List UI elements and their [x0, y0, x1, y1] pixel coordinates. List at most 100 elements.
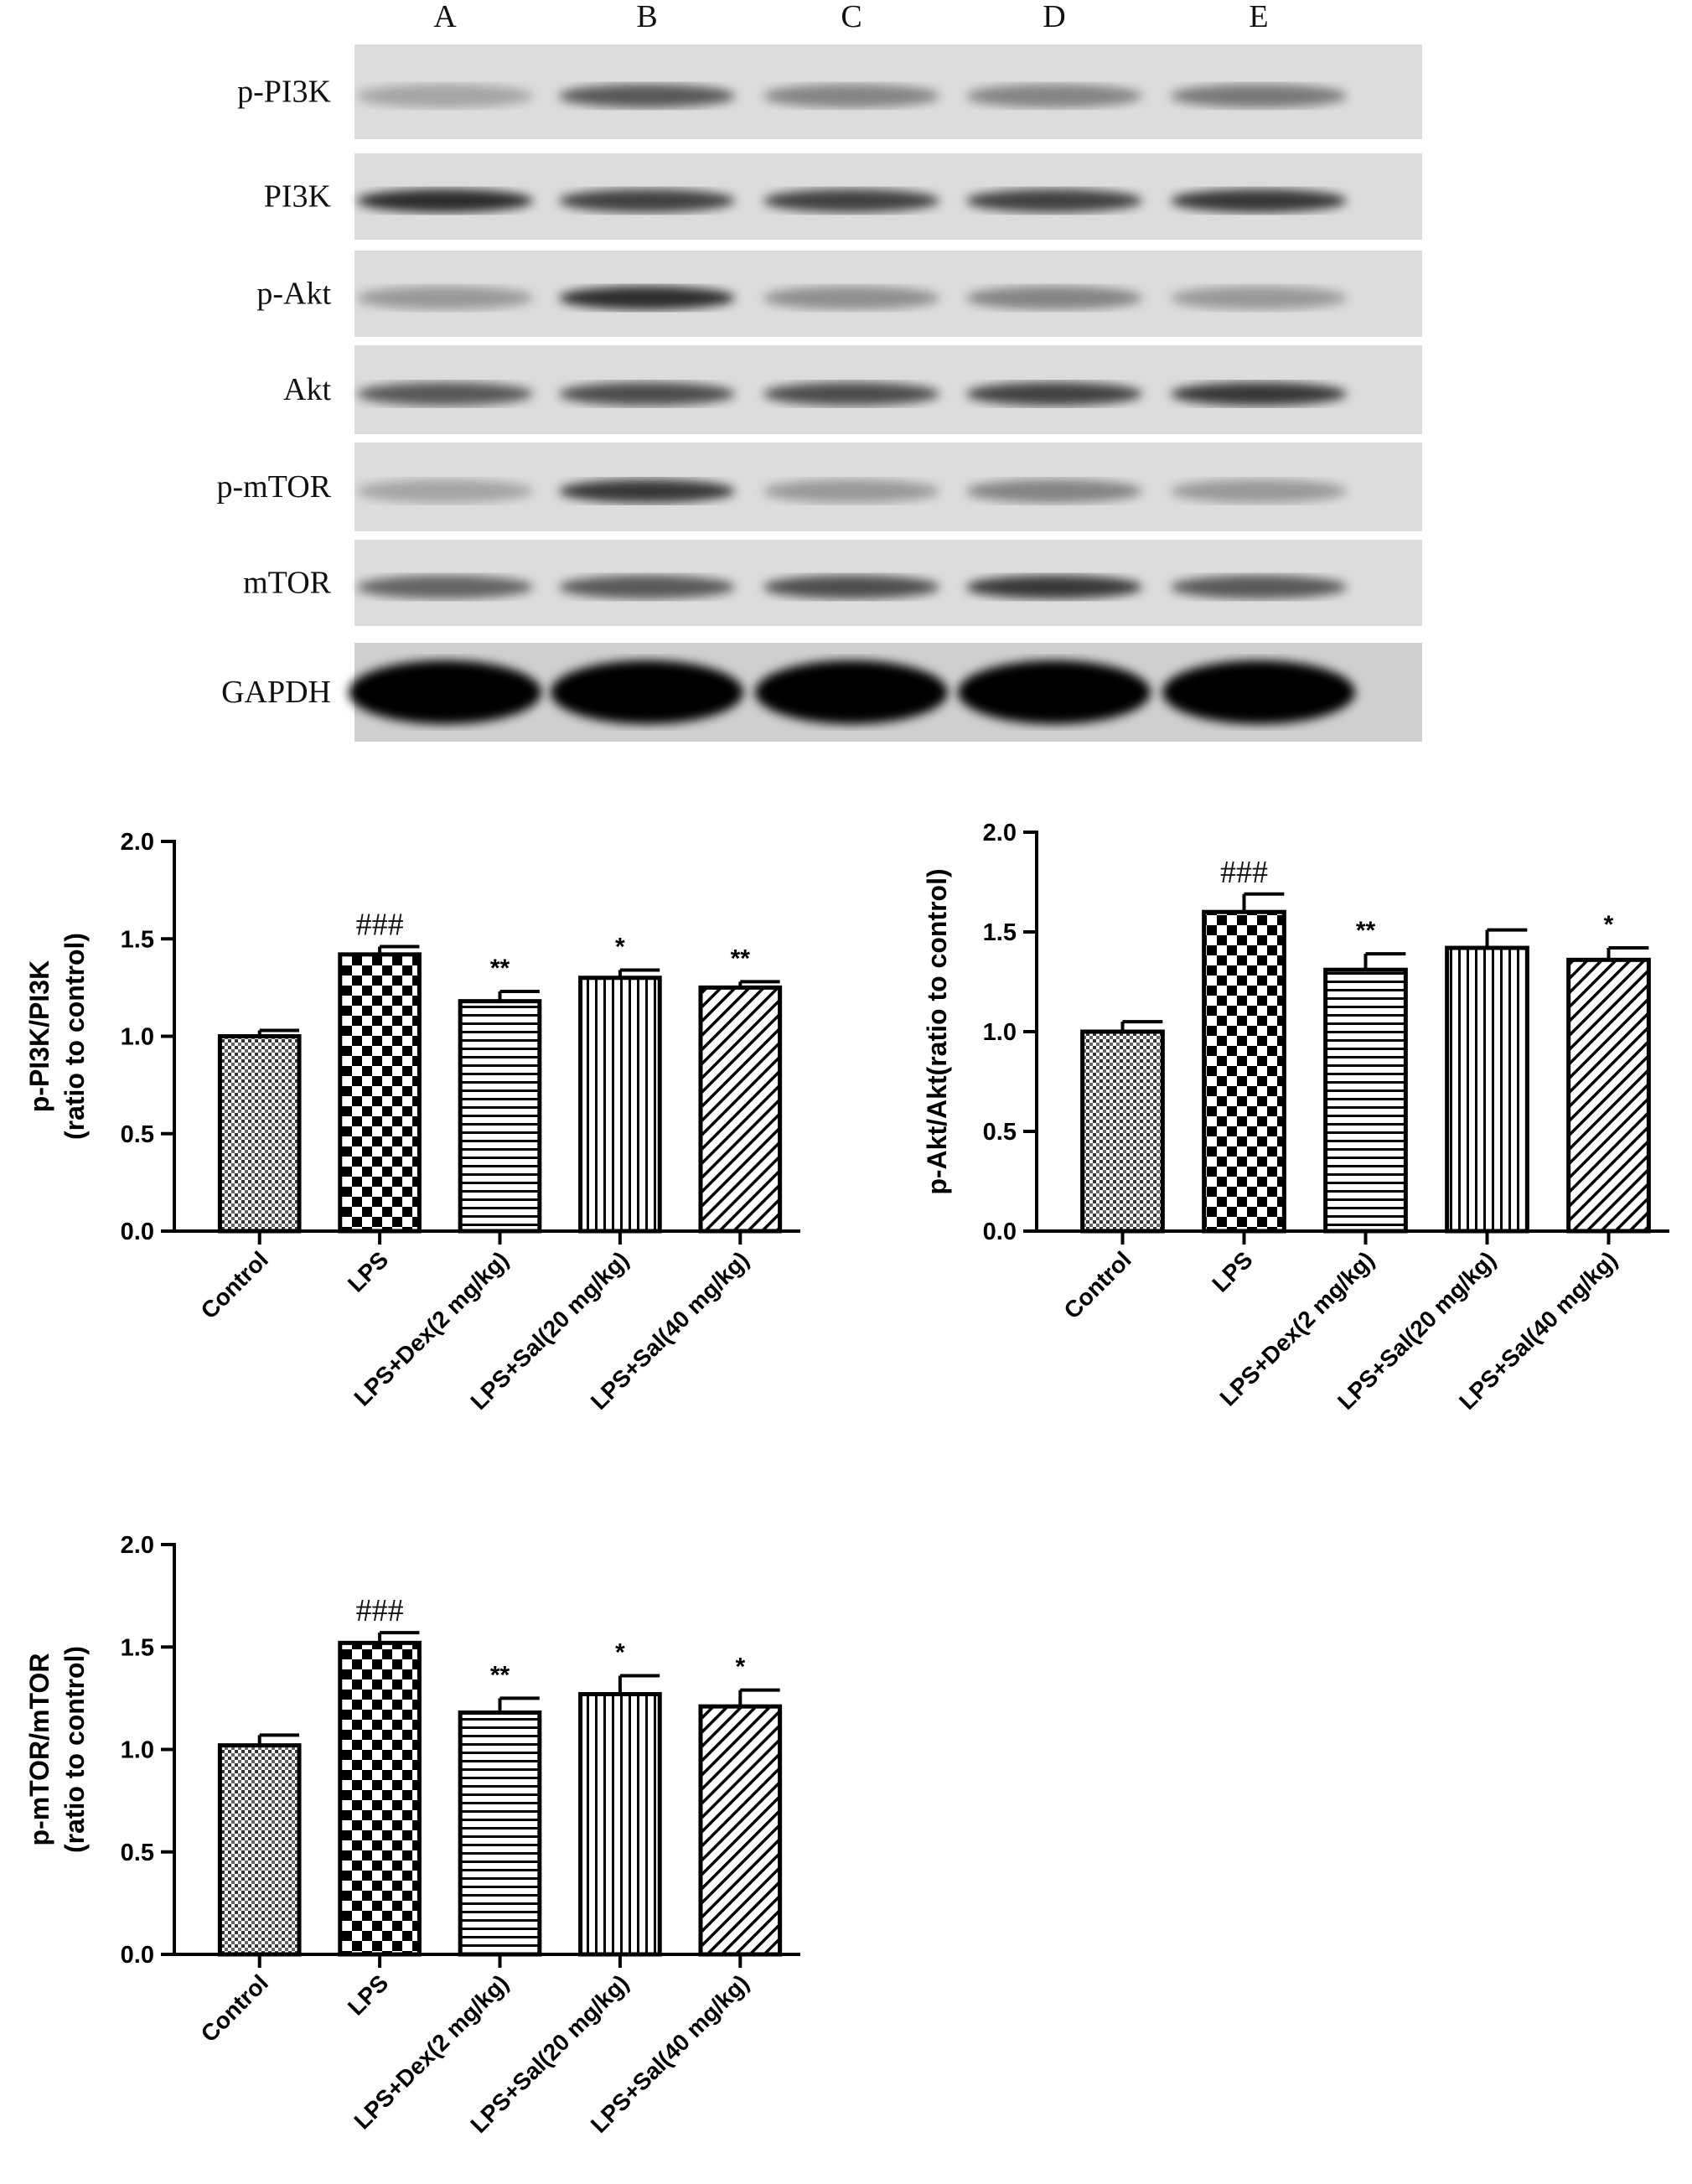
x-tick-label: Control	[1058, 1246, 1136, 1323]
y-tick-label: 2.0	[121, 829, 154, 856]
bar	[1202, 909, 1286, 1234]
y-tick-label: 1.0	[121, 1737, 154, 1764]
band	[1171, 286, 1347, 310]
band	[966, 286, 1142, 310]
lane-label: B	[636, 0, 657, 34]
bar	[458, 999, 542, 1234]
bar	[1323, 967, 1408, 1234]
significance-label: **	[490, 1661, 510, 1689]
band	[763, 286, 939, 310]
band	[559, 84, 735, 108]
significance-label: ###	[356, 908, 404, 943]
band	[551, 660, 743, 724]
bar	[578, 976, 662, 1234]
significance-label: **	[731, 945, 751, 972]
significance-label: *	[735, 1654, 745, 1681]
x-tick-label: LPS	[343, 1246, 393, 1296]
y-axis-label: (ratio to control)	[60, 933, 90, 1140]
band	[1171, 575, 1347, 599]
row-label: PI3K	[264, 179, 332, 215]
x-tick-label: LPS	[343, 1969, 393, 2020]
band	[559, 479, 735, 503]
row-label: Akt	[283, 372, 331, 407]
blot-row: PI3K	[264, 153, 1422, 240]
x-tick-label: Control	[196, 1246, 273, 1323]
y-tick-label: 1.0	[983, 1019, 1017, 1046]
band	[966, 84, 1142, 108]
row-label: p-mTOR	[216, 469, 331, 505]
x-tick-label: Control	[196, 1969, 273, 2047]
y-axis-label: (ratio to control)	[60, 1646, 90, 1853]
band	[966, 189, 1142, 213]
bar	[338, 1640, 422, 1957]
blot-row: GAPDH	[221, 643, 1422, 742]
y-tick-label: 0.5	[121, 1121, 154, 1148]
y-axis-label: p-Akt/Akt(ratio to control)	[922, 868, 952, 1194]
bar-chart: p-PI3K/PI3K (ratio to control) 0.0 0.5 1.0 1.…	[24, 829, 800, 1415]
significance-label: *	[615, 933, 625, 960]
band	[349, 660, 541, 724]
bar	[698, 1704, 783, 1957]
band	[559, 286, 735, 310]
bar	[1445, 945, 1529, 1234]
bar-chart: p-Akt/Akt(ratio to control) 0.0 0.5 1.0 1.5 2…	[922, 820, 1669, 1415]
bar	[217, 1743, 302, 1957]
y-tick-label: 2.0	[121, 1532, 154, 1559]
band	[559, 575, 735, 599]
significance-label: **	[1356, 917, 1376, 945]
lane-label: D	[1043, 0, 1065, 34]
significance-label: ###	[356, 1593, 404, 1628]
band	[1162, 660, 1355, 724]
bar	[578, 1691, 662, 1957]
band	[357, 84, 533, 108]
y-tick-label: 0.5	[983, 1119, 1017, 1146]
lane-label: A	[433, 0, 457, 34]
band	[763, 382, 939, 406]
row-label: mTOR	[243, 566, 332, 601]
band	[1171, 84, 1347, 108]
y-tick-label: 1.5	[983, 919, 1017, 946]
y-tick-label: 0.0	[983, 1219, 1017, 1245]
bar	[698, 985, 783, 1234]
blot-row: p-PI3K	[237, 44, 1422, 139]
band	[1171, 189, 1347, 213]
lane-label: E	[1249, 0, 1268, 34]
bar	[1080, 1029, 1165, 1234]
x-tick-label: LPS	[1207, 1246, 1257, 1296]
blot-row: p-Akt	[256, 251, 1422, 337]
y-axis-label: p-PI3K/PI3K	[24, 960, 54, 1112]
band	[763, 84, 939, 108]
band	[357, 575, 533, 599]
band	[966, 575, 1142, 599]
band	[559, 382, 735, 406]
band	[763, 479, 939, 503]
y-axis-label: p-mTOR/mTOR	[24, 1654, 54, 1846]
band	[1171, 382, 1347, 406]
band	[763, 189, 939, 213]
row-label: GAPDH	[221, 675, 331, 710]
band	[958, 660, 1151, 724]
bar	[1566, 957, 1651, 1234]
band	[966, 382, 1142, 406]
bar-chart: p-mTOR/mTOR (ratio to control) 0.0 0.5 1.0 1.…	[24, 1532, 800, 2138]
bar	[458, 1710, 542, 1957]
band	[357, 189, 533, 213]
significance-label: **	[490, 955, 510, 982]
y-tick-label: 1.0	[121, 1024, 154, 1051]
lane-label: C	[841, 0, 862, 34]
y-tick-label: 0.5	[121, 1840, 154, 1866]
significance-label: *	[615, 1638, 625, 1666]
band	[357, 382, 533, 406]
significance-label: ###	[1220, 855, 1268, 890]
bar	[338, 952, 422, 1234]
blot-row: mTOR	[243, 540, 1422, 626]
y-tick-label: 0.0	[121, 1219, 154, 1245]
band	[755, 660, 948, 724]
band	[966, 479, 1142, 503]
blot-row: p-mTOR	[216, 442, 1422, 531]
blot-row: Akt	[283, 345, 1422, 434]
band	[559, 189, 735, 213]
significance-label: *	[1604, 911, 1614, 939]
band	[763, 575, 939, 599]
